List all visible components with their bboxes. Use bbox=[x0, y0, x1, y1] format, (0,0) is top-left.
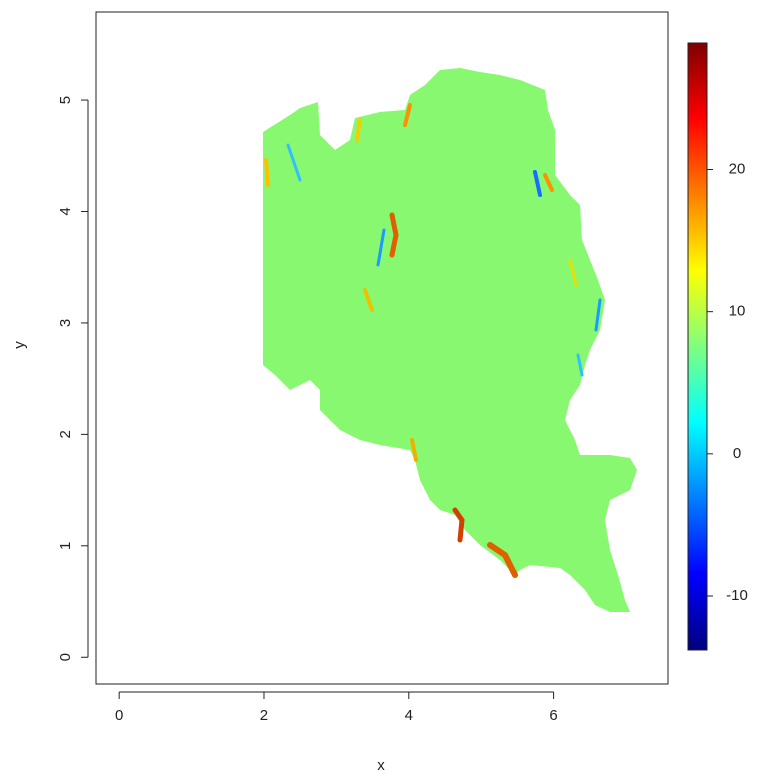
y-tick-label: 1 bbox=[57, 542, 74, 550]
y-tick-label: 4 bbox=[57, 207, 74, 215]
colorbar-tick-label: 0 bbox=[733, 445, 741, 462]
y-tick-label: 5 bbox=[57, 96, 74, 104]
x-tick-label: 6 bbox=[549, 707, 557, 724]
y-tick-label: 2 bbox=[57, 430, 74, 438]
y-tick-label: 3 bbox=[57, 319, 74, 327]
x-tick-label: 2 bbox=[260, 707, 268, 724]
raster-map bbox=[263, 68, 637, 612]
plot-frame bbox=[95, 11, 669, 685]
x-axis-label: x bbox=[377, 757, 385, 774]
x-tick-label: 4 bbox=[405, 707, 413, 724]
region bbox=[263, 68, 637, 612]
hotspots bbox=[264, 103, 602, 578]
y-tick-label: 0 bbox=[57, 653, 74, 661]
colorbar-tick-label: 10 bbox=[729, 303, 746, 320]
color-bar bbox=[687, 42, 708, 651]
x-tick-label: 0 bbox=[115, 707, 123, 724]
y-axis-label: y bbox=[11, 341, 28, 349]
colorbar-tick-label: -10 bbox=[726, 587, 748, 604]
colorbar-tick-label: 20 bbox=[729, 160, 746, 177]
